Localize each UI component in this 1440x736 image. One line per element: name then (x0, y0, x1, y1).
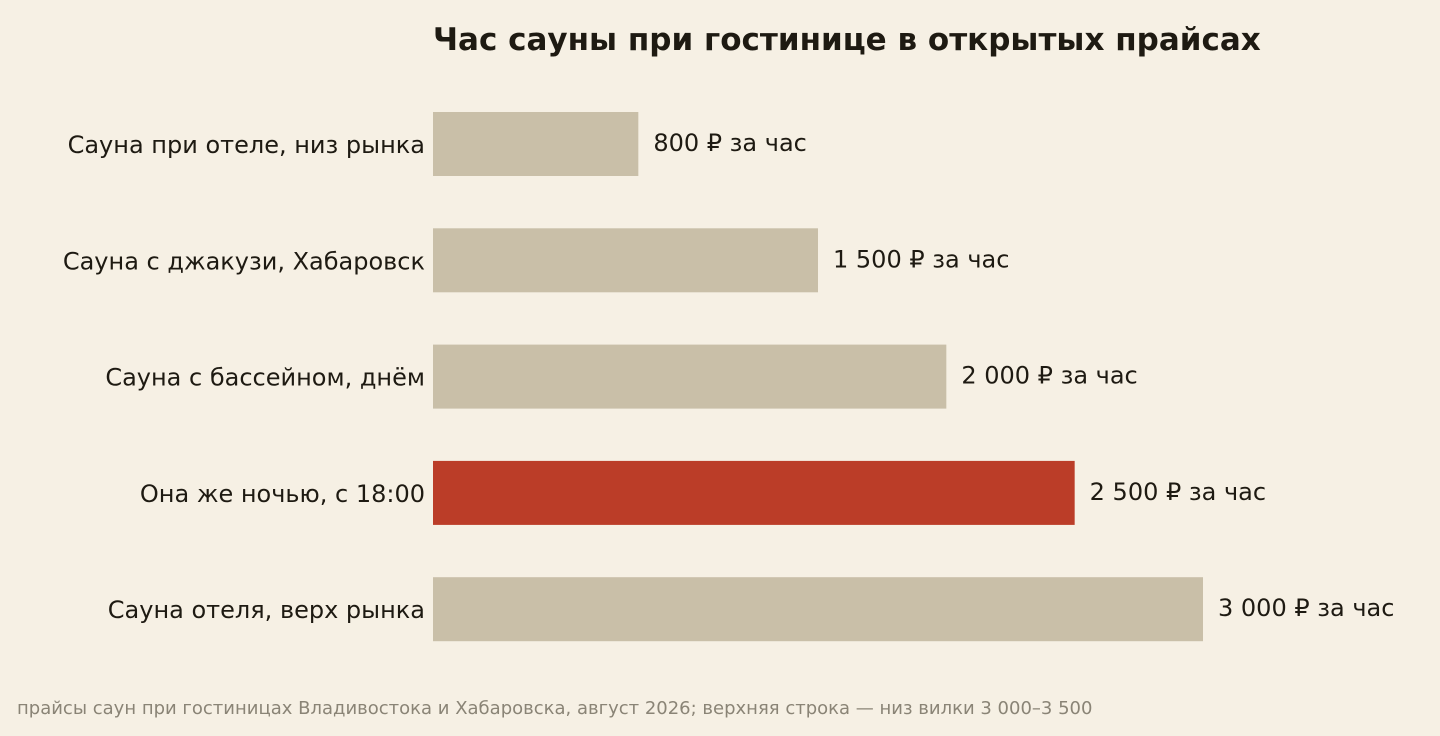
source-note: прайсы саун при гостиницах Владивостока … (17, 698, 1092, 719)
bar-2 (433, 228, 818, 293)
category-label-1: Сауна при отеле, низ рынка (68, 131, 425, 159)
bar-5 (433, 577, 1203, 642)
bar-1 (433, 112, 639, 176)
bar-4 (433, 460, 1075, 525)
category-label-4: Она же ночью, с 18:00 (140, 480, 425, 508)
category-label-3: Сауна с бассейном, днём (105, 364, 425, 392)
bar-3 (433, 344, 947, 409)
category-label-5: Сауна отеля, верх рынка (108, 596, 425, 624)
category-label-2: Сауна с джакузи, Хабаровск (63, 247, 425, 275)
bars-layer: Сауна при отеле, низ рынка 800 ₽ за час Са… (63, 112, 1394, 642)
value-label-4: 2 500 ₽ за час (1090, 478, 1266, 506)
value-label-3: 2 000 ₽ за час (961, 362, 1137, 390)
chart-title: Час сауны при гостинице в открытых прайс… (433, 22, 1261, 58)
value-label-1: 800 ₽ за час (653, 129, 807, 157)
value-label-5: 3 000 ₽ за час (1218, 594, 1394, 622)
value-label-2: 1 500 ₽ за час (833, 245, 1009, 273)
